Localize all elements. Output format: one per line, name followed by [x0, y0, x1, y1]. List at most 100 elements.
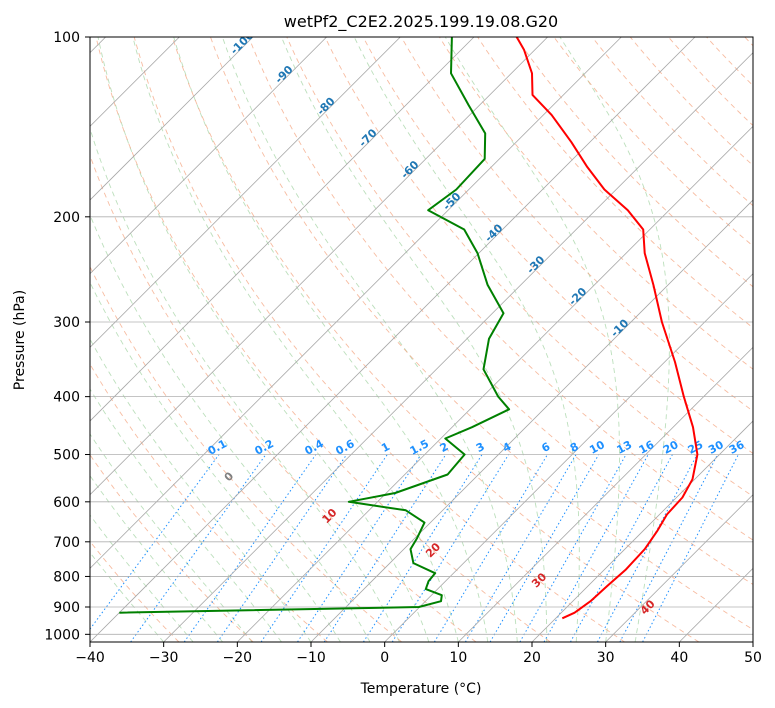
isotherm-line: [310, 199, 753, 642]
moist-adiabat-line: [173, 37, 489, 642]
mixing-ratio-line: [297, 454, 422, 642]
moist-adiabat-line: [90, 338, 312, 642]
x-tick-label: −40: [75, 650, 105, 666]
x-tick-label: −10: [296, 650, 326, 666]
mixing-ratio-line: [260, 454, 388, 642]
isotherm-line: [90, 37, 548, 496]
chart-title: wetPf2_C2E2.2025.199.19.08.G20: [284, 12, 558, 32]
mixing-ratio-line: [323, 454, 447, 642]
x-axis-label: Temperature (°C): [360, 681, 482, 697]
moist-adiabat-line: [97, 37, 430, 642]
isotherm-line: [605, 494, 753, 642]
mixing-ratio-label: 13: [615, 438, 635, 457]
moist-adiabat-line: [132, 37, 459, 642]
plot-frame: [89, 36, 754, 643]
dry-adiabat-line: [90, 154, 477, 642]
pressure-gridlines: [90, 37, 753, 635]
moist-adiabat-line: [90, 433, 253, 642]
dewpoint-profile-line: [119, 37, 511, 614]
y-tick-label: 200: [53, 210, 80, 226]
dry-adiabat-line: [133, 37, 625, 642]
mixing-ratio-lines: [90, 454, 739, 642]
dry-adiabat-line: [90, 363, 328, 642]
moist-adiabat-line: [90, 213, 371, 642]
mixing-ratio-label: 10: [587, 438, 607, 457]
x-tick-label: 20: [523, 650, 541, 666]
isotherm-line: [90, 37, 401, 348]
dry-adiabat-line: [90, 540, 180, 642]
profiles: [119, 37, 699, 620]
isotherm-line: [384, 273, 753, 642]
mixing-ratio-line: [619, 454, 719, 642]
y-tick-label: 700: [53, 535, 80, 551]
mixing-ratio-line: [391, 454, 510, 642]
y-tick-label: 600: [53, 495, 80, 511]
y-axis-ticks: 100 200 300 400 500 600 700 800 900 1000: [44, 30, 90, 643]
moist-adiabat-line: [444, 37, 620, 642]
dry-adiabat-line: [515, 37, 753, 288]
x-tick-label: −20: [223, 650, 253, 666]
isotherm-line: [237, 125, 753, 642]
dry-adiabat-line: [400, 37, 753, 412]
moist-adiabat-line: [280, 37, 548, 642]
mixing-ratio-line: [362, 454, 483, 642]
temperature-profile-line: [515, 37, 699, 620]
x-tick-label: 50: [744, 650, 762, 666]
y-tick-label: 900: [53, 600, 80, 616]
x-tick-label: 10: [449, 650, 467, 666]
y-tick-label: 1000: [44, 627, 80, 643]
mixing-ratio-line: [433, 454, 548, 642]
moist-adiabat-line: [559, 37, 670, 642]
moist-adiabat-line: [90, 514, 194, 642]
isotherm-line: [90, 37, 622, 569]
y-axis-label: Pressure (hPa): [12, 290, 28, 390]
moist-adiabats: [90, 37, 670, 642]
moist-adiabat-line: [90, 551, 165, 642]
moist-adiabat-line: [90, 127, 400, 642]
y-tick-label: 500: [53, 448, 80, 464]
moist-adiabat-line: [90, 388, 282, 642]
x-axis-ticks: −40 −30 −20 −10 0 10 20 30 40 50: [75, 642, 762, 666]
moist-adiabat-line: [353, 37, 580, 642]
y-tick-label: 400: [53, 390, 80, 406]
mixing-ratio-line: [90, 454, 220, 630]
dry-adiabat-line: [171, 37, 700, 642]
y-tick-label: 300: [53, 315, 80, 331]
mixing-ratio-label: 20: [661, 438, 681, 457]
moist-adiabat-line: [90, 474, 223, 642]
mixing-ratio-label: 16: [637, 438, 657, 457]
moist-adiabat-line: [221, 37, 518, 642]
isotherm-line: [90, 37, 254, 201]
mixing-ratio-line: [130, 454, 267, 642]
isotherm-line: [163, 52, 753, 642]
isotherms: [90, 37, 753, 642]
mixing-ratio-line: [464, 454, 577, 642]
x-tick-label: −30: [149, 650, 179, 666]
x-tick-label: 30: [597, 650, 615, 666]
dry-adiabats: [90, 37, 753, 642]
isotherm-line: [90, 37, 696, 642]
isotherm-line: [90, 37, 327, 275]
isotherm-line: [531, 420, 753, 642]
mixing-ratio-label: 36: [727, 438, 747, 457]
isotherm-line: [90, 37, 475, 422]
mixing-ratio-label: 30: [706, 438, 726, 457]
dry-adiabat-line: [324, 37, 753, 497]
mixing-ratio-line: [489, 454, 600, 642]
dry-adiabat-line: [362, 37, 753, 454]
mixing-ratio-line: [596, 454, 698, 642]
dry-adiabat-line: [90, 265, 402, 642]
isotherm-line: [458, 346, 753, 642]
y-tick-label: 100: [53, 30, 80, 46]
dry-adiabat-line: [95, 37, 551, 642]
dry-adiabat-line: [210, 37, 753, 631]
x-tick-label: 0: [380, 650, 389, 666]
y-tick-label: 800: [53, 569, 80, 585]
dry-adiabat-line: [248, 37, 753, 585]
mixing-ratio-line: [642, 454, 739, 642]
dry-adiabat-line: [286, 37, 753, 541]
dry-adiabat-line: [90, 453, 254, 642]
x-tick-label: 40: [670, 650, 688, 666]
